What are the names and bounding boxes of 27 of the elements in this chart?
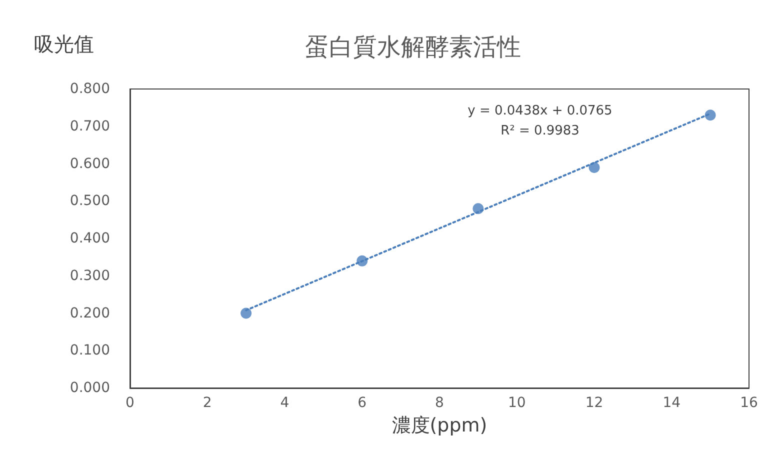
y-axis-title: 吸光值 [34,32,94,56]
x-tick-label: 6 [358,395,367,411]
y-tick-label: 0.200 [70,305,110,322]
point [704,110,716,121]
point [240,308,252,319]
x-tick-label: 2 [202,395,212,411]
x-tick-label: 16 [740,395,758,411]
y-tick-label: 0.500 [70,193,110,210]
x-tick-label: 8 [435,395,444,411]
annotation: y = 0.0438x + 0.0765 R² = 0.9983 [468,104,612,138]
point [356,255,368,266]
y-tick-label: 0.700 [70,118,110,134]
point [472,203,484,214]
x-tick-label: 14 [662,395,681,411]
y-tick-label: 0.600 [70,156,110,172]
x-tick-label: 10 [508,395,526,411]
chart-title: 蛋白質水解酵素活性 [305,33,521,61]
x-axis-title: 濃度(ppm) [392,414,488,436]
y-tick-label: 0.100 [70,342,110,359]
y-tick-label: 0.000 [70,380,110,396]
x-tick-label: 0 [126,395,134,411]
point [588,162,600,173]
y-tick-label: 0.800 [70,81,110,97]
x-tick-label: 4 [280,395,290,411]
y-tick-label: 0.400 [70,230,110,246]
y-tick-label: 0.300 [70,268,110,284]
x-tick-label: 12 [585,395,604,411]
